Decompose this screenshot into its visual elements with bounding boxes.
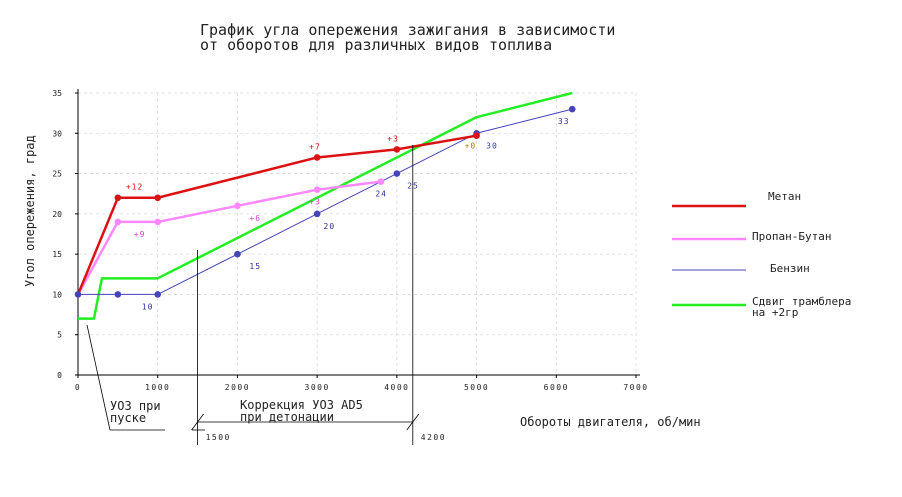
range-tick-end <box>406 413 420 431</box>
data-label: 30 <box>486 141 498 150</box>
data-point <box>377 178 385 185</box>
data-label: +3 <box>309 198 321 207</box>
data-label: +0 <box>465 141 477 150</box>
data-point <box>313 186 321 193</box>
y-tick-label: 5 <box>57 331 62 340</box>
series-line-0 <box>76 134 477 295</box>
y-axis-label: Угол опережения, град <box>23 135 37 287</box>
data-point <box>568 105 576 113</box>
x-tick-label: 5000 <box>464 383 489 392</box>
series-line-2 <box>78 108 573 295</box>
x-tick-label: 2000 <box>225 383 250 392</box>
data-point <box>154 194 162 202</box>
x-tick-label: 0 <box>75 383 81 392</box>
data-point <box>473 132 480 140</box>
data-label: 10 <box>142 302 154 311</box>
legend-label-0: Метан <box>768 190 801 203</box>
data-label: +7 <box>309 142 321 151</box>
tick-labels: 0 5 10 15 20 25 30 35 0 1000 2000 3000 4000 5000 6000 7… <box>52 89 648 392</box>
annotation-start-line-2: пуске <box>110 411 146 425</box>
range-tick-start <box>191 413 204 431</box>
data-point <box>154 291 162 298</box>
data-label: +12 <box>126 183 143 192</box>
x-axis-label: Обороты двигателя, об/мин <box>520 415 701 429</box>
chart-title-line-2: от оборотов для различных видов топлива <box>200 36 552 54</box>
y-tick-label: 30 <box>52 129 62 138</box>
data-point <box>234 202 241 210</box>
data-point <box>393 170 401 177</box>
data-point <box>74 291 82 298</box>
x-tick-label: 3000 <box>305 383 330 392</box>
y-tick-label: 10 <box>52 290 62 299</box>
annotation-start-line-1: УОЗ при <box>110 399 161 413</box>
annotation-4200: 4200 <box>421 433 446 442</box>
data-point <box>313 210 321 218</box>
data-point <box>313 154 321 161</box>
x-tick-label: 6000 <box>544 383 569 392</box>
y-tick-label: 15 <box>52 250 62 259</box>
y-tick-label: 20 <box>52 210 62 219</box>
y-tick-label: 0 <box>57 371 62 380</box>
annotation-leader <box>86 324 111 431</box>
chart-title: График угла опережения зажигания в завис… <box>200 21 615 54</box>
axes <box>75 89 640 378</box>
annotation-correction-line-2: при детонации <box>240 410 334 424</box>
legend-label-1: Пропан-Бутан <box>752 230 831 243</box>
y-tick-label: 35 <box>52 89 62 98</box>
annotation-1500: 1500 <box>206 433 231 442</box>
y-tick-label: 25 <box>52 170 62 179</box>
legend-label-2: Бензин <box>770 262 810 275</box>
series-lines: 10152024253033+9+6+3+0+12+7+3 <box>74 91 576 320</box>
data-point <box>393 146 401 153</box>
data-label: 15 <box>249 262 261 271</box>
x-tick-label: 7000 <box>623 383 648 392</box>
data-label: 24 <box>375 190 387 199</box>
data-point <box>114 194 122 202</box>
data-point <box>114 291 122 298</box>
data-point <box>154 218 162 226</box>
data-label: 33 <box>558 117 570 126</box>
data-label: +3 <box>387 134 399 143</box>
legend-label-3: Сдвиг трамблера <box>752 295 851 308</box>
legend-label-3: на +2гр <box>752 306 798 319</box>
chart-title-line-1: График угла опережения зажигания в завис… <box>200 21 615 39</box>
data-label: 20 <box>324 222 336 231</box>
x-tick-label: 4000 <box>384 383 409 392</box>
series-line-1 <box>76 180 382 296</box>
legend: Метан Пропан-Бутан Бензин Сдвиг трамблерана… <box>672 190 851 319</box>
x-tick-label: 1000 <box>145 383 170 392</box>
data-point <box>234 250 241 258</box>
data-label: +6 <box>249 214 261 223</box>
annotation-correction-line-1: Коррекция УОЗ AD5 <box>240 398 363 412</box>
data-point <box>114 218 122 226</box>
data-label: +9 <box>134 230 146 239</box>
grid <box>78 92 637 375</box>
series-line-3 <box>78 91 573 320</box>
